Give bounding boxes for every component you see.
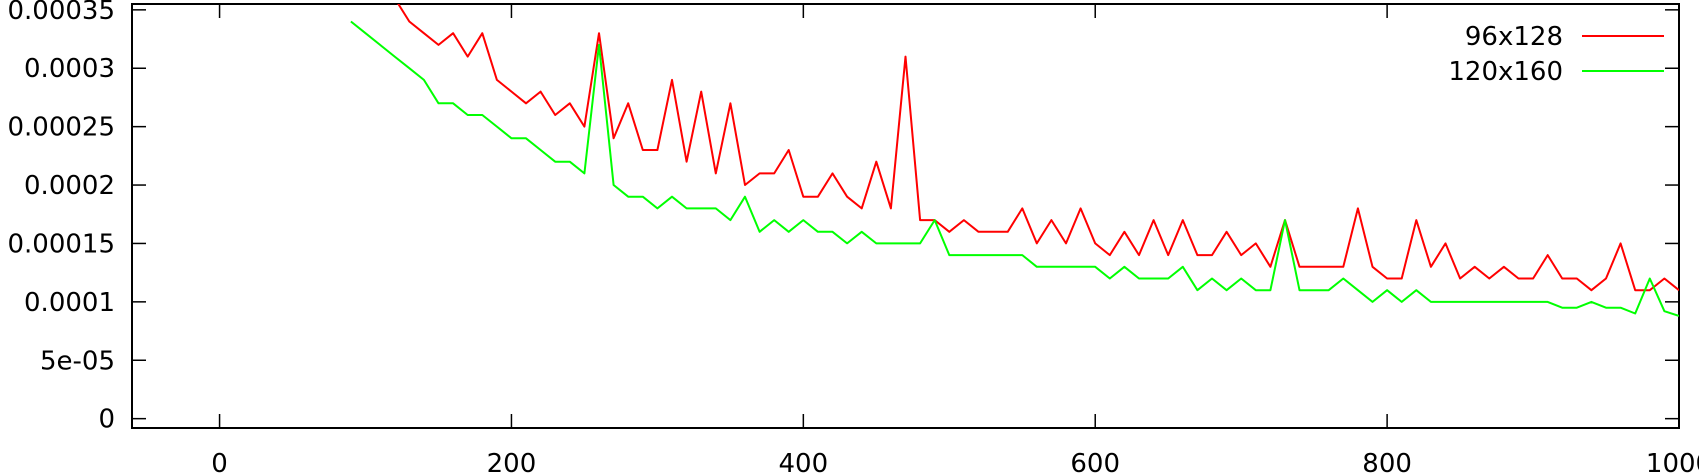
legend-label: 96x128 — [1465, 22, 1563, 52]
x-tick-label: 800 — [1362, 449, 1412, 474]
series-line-1 — [397, 4, 1679, 292]
y-tick-label: 0.0003 — [24, 54, 115, 84]
x-tick-label: 200 — [487, 449, 537, 474]
x-tick-label: 400 — [779, 449, 829, 474]
y-tick-label: 0 — [98, 405, 115, 435]
y-tick-label: 0.0001 — [24, 288, 115, 318]
y-tick-label: 0.00025 — [7, 113, 115, 143]
series-line-2 — [350, 20, 1679, 317]
x-tick-label: 0 — [211, 449, 228, 474]
y-axis: 0 5e-05 0.0001 0.00015 0.0002 0.00025 0.0003 0.… — [7, 0, 1679, 435]
series-lines — [350, 4, 1679, 317]
plot-frame — [131, 3, 1680, 429]
y-tick-label: 5e-05 — [40, 346, 115, 376]
y-tick-label: 0.00015 — [7, 229, 115, 259]
y-tick-label: 0.0002 — [24, 171, 115, 201]
y-tick-label: 0.00035 — [7, 0, 115, 26]
x-tick-label: 600 — [1070, 449, 1120, 474]
legend: 96x128 120x160 — [1448, 22, 1664, 87]
legend-label: 120x160 — [1448, 57, 1563, 87]
